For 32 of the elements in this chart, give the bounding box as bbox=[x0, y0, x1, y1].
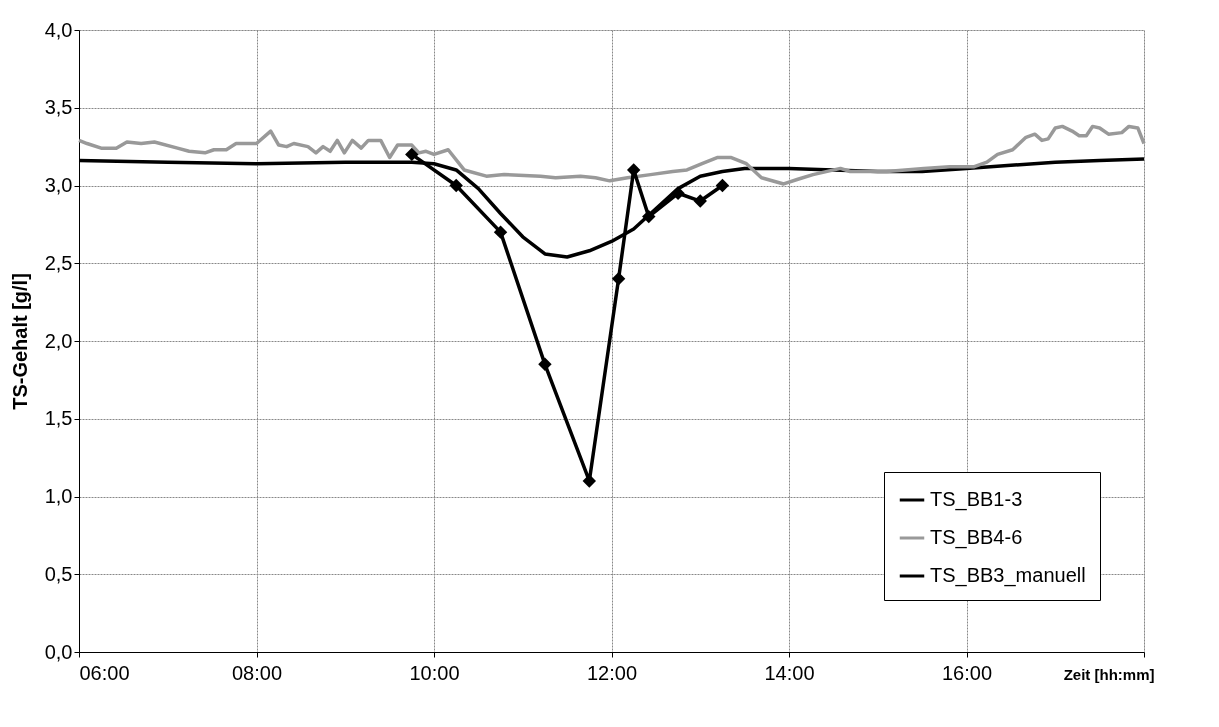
point bbox=[538, 357, 552, 372]
x-tick-label: 16:00 bbox=[941, 661, 993, 684]
y-tick-label: 3,5 bbox=[44, 96, 73, 119]
legend-label: TS_BB4-6 bbox=[930, 526, 1023, 549]
x-tick-label: 06:00 bbox=[79, 661, 130, 684]
point bbox=[493, 225, 508, 239]
point bbox=[582, 474, 597, 488]
y-tick-label: 2,0 bbox=[44, 329, 73, 352]
point bbox=[449, 178, 463, 193]
x-tick-label: 12:00 bbox=[586, 661, 638, 684]
point bbox=[626, 163, 641, 177]
y-tick-label: 3,0 bbox=[44, 174, 73, 196]
y-tick-label: 0,5 bbox=[44, 562, 73, 585]
y-tick-label: 2,5 bbox=[44, 251, 73, 274]
point bbox=[611, 272, 626, 286]
y-tick-label: 1,0 bbox=[44, 485, 73, 507]
point bbox=[715, 178, 730, 193]
y-tick-label: 0,0 bbox=[44, 640, 73, 663]
x-axis-title: Zeit [hh:mm] bbox=[1063, 665, 1155, 683]
point bbox=[671, 186, 685, 200]
y-axis-title: TS-Gehalt [g/l] bbox=[8, 273, 31, 410]
x-tick-label: 14:00 bbox=[764, 661, 815, 684]
y-tick-label: 1,5 bbox=[44, 407, 73, 430]
y-tick-label: 4,0 bbox=[44, 18, 73, 41]
x-tick-label: 08:00 bbox=[231, 661, 283, 684]
point bbox=[693, 194, 707, 208]
point bbox=[405, 147, 419, 162]
legend-label: TS_BB3_manuell bbox=[930, 564, 1086, 587]
line-series bbox=[77, 124, 1146, 186]
legend-label: TS_BB1-3 bbox=[930, 488, 1023, 511]
point bbox=[642, 209, 656, 224]
x-tick-label: 10:00 bbox=[409, 661, 460, 684]
